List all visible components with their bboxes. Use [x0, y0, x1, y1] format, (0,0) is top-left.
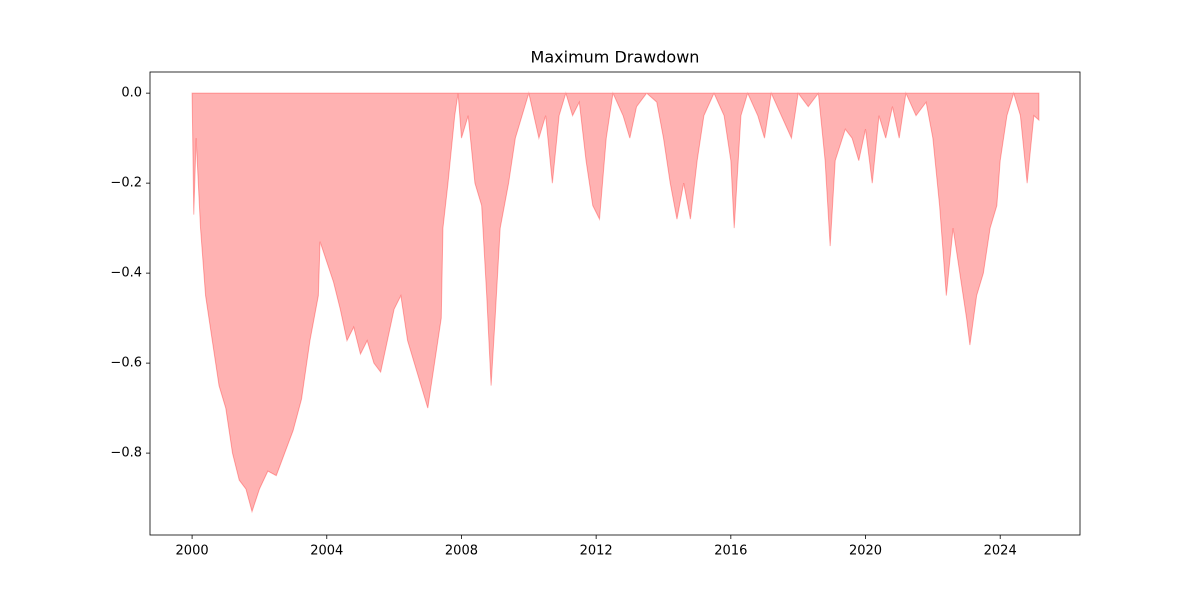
chart-title: Maximum Drawdown [531, 48, 700, 67]
drawdown-area [191, 91, 1040, 514]
plot-frame [149, 71, 1081, 536]
x-tick-label: 2020 [849, 544, 882, 559]
x-tick-label: 2000 [176, 544, 209, 559]
y-tick-label: −0.2 [110, 176, 142, 191]
x-tick-label: 2012 [580, 544, 613, 559]
x-tick-label: 2008 [445, 544, 478, 559]
y-tick-label: 0.0 [121, 86, 142, 101]
x-tick-label: 2024 [984, 544, 1017, 559]
y-tick-label: −0.4 [110, 266, 142, 281]
x-tick-label: 2016 [714, 544, 747, 559]
x-tick-label: 2004 [310, 544, 343, 559]
y-tick-label: −0.6 [110, 356, 142, 371]
y-tick-label: −0.8 [110, 446, 142, 461]
